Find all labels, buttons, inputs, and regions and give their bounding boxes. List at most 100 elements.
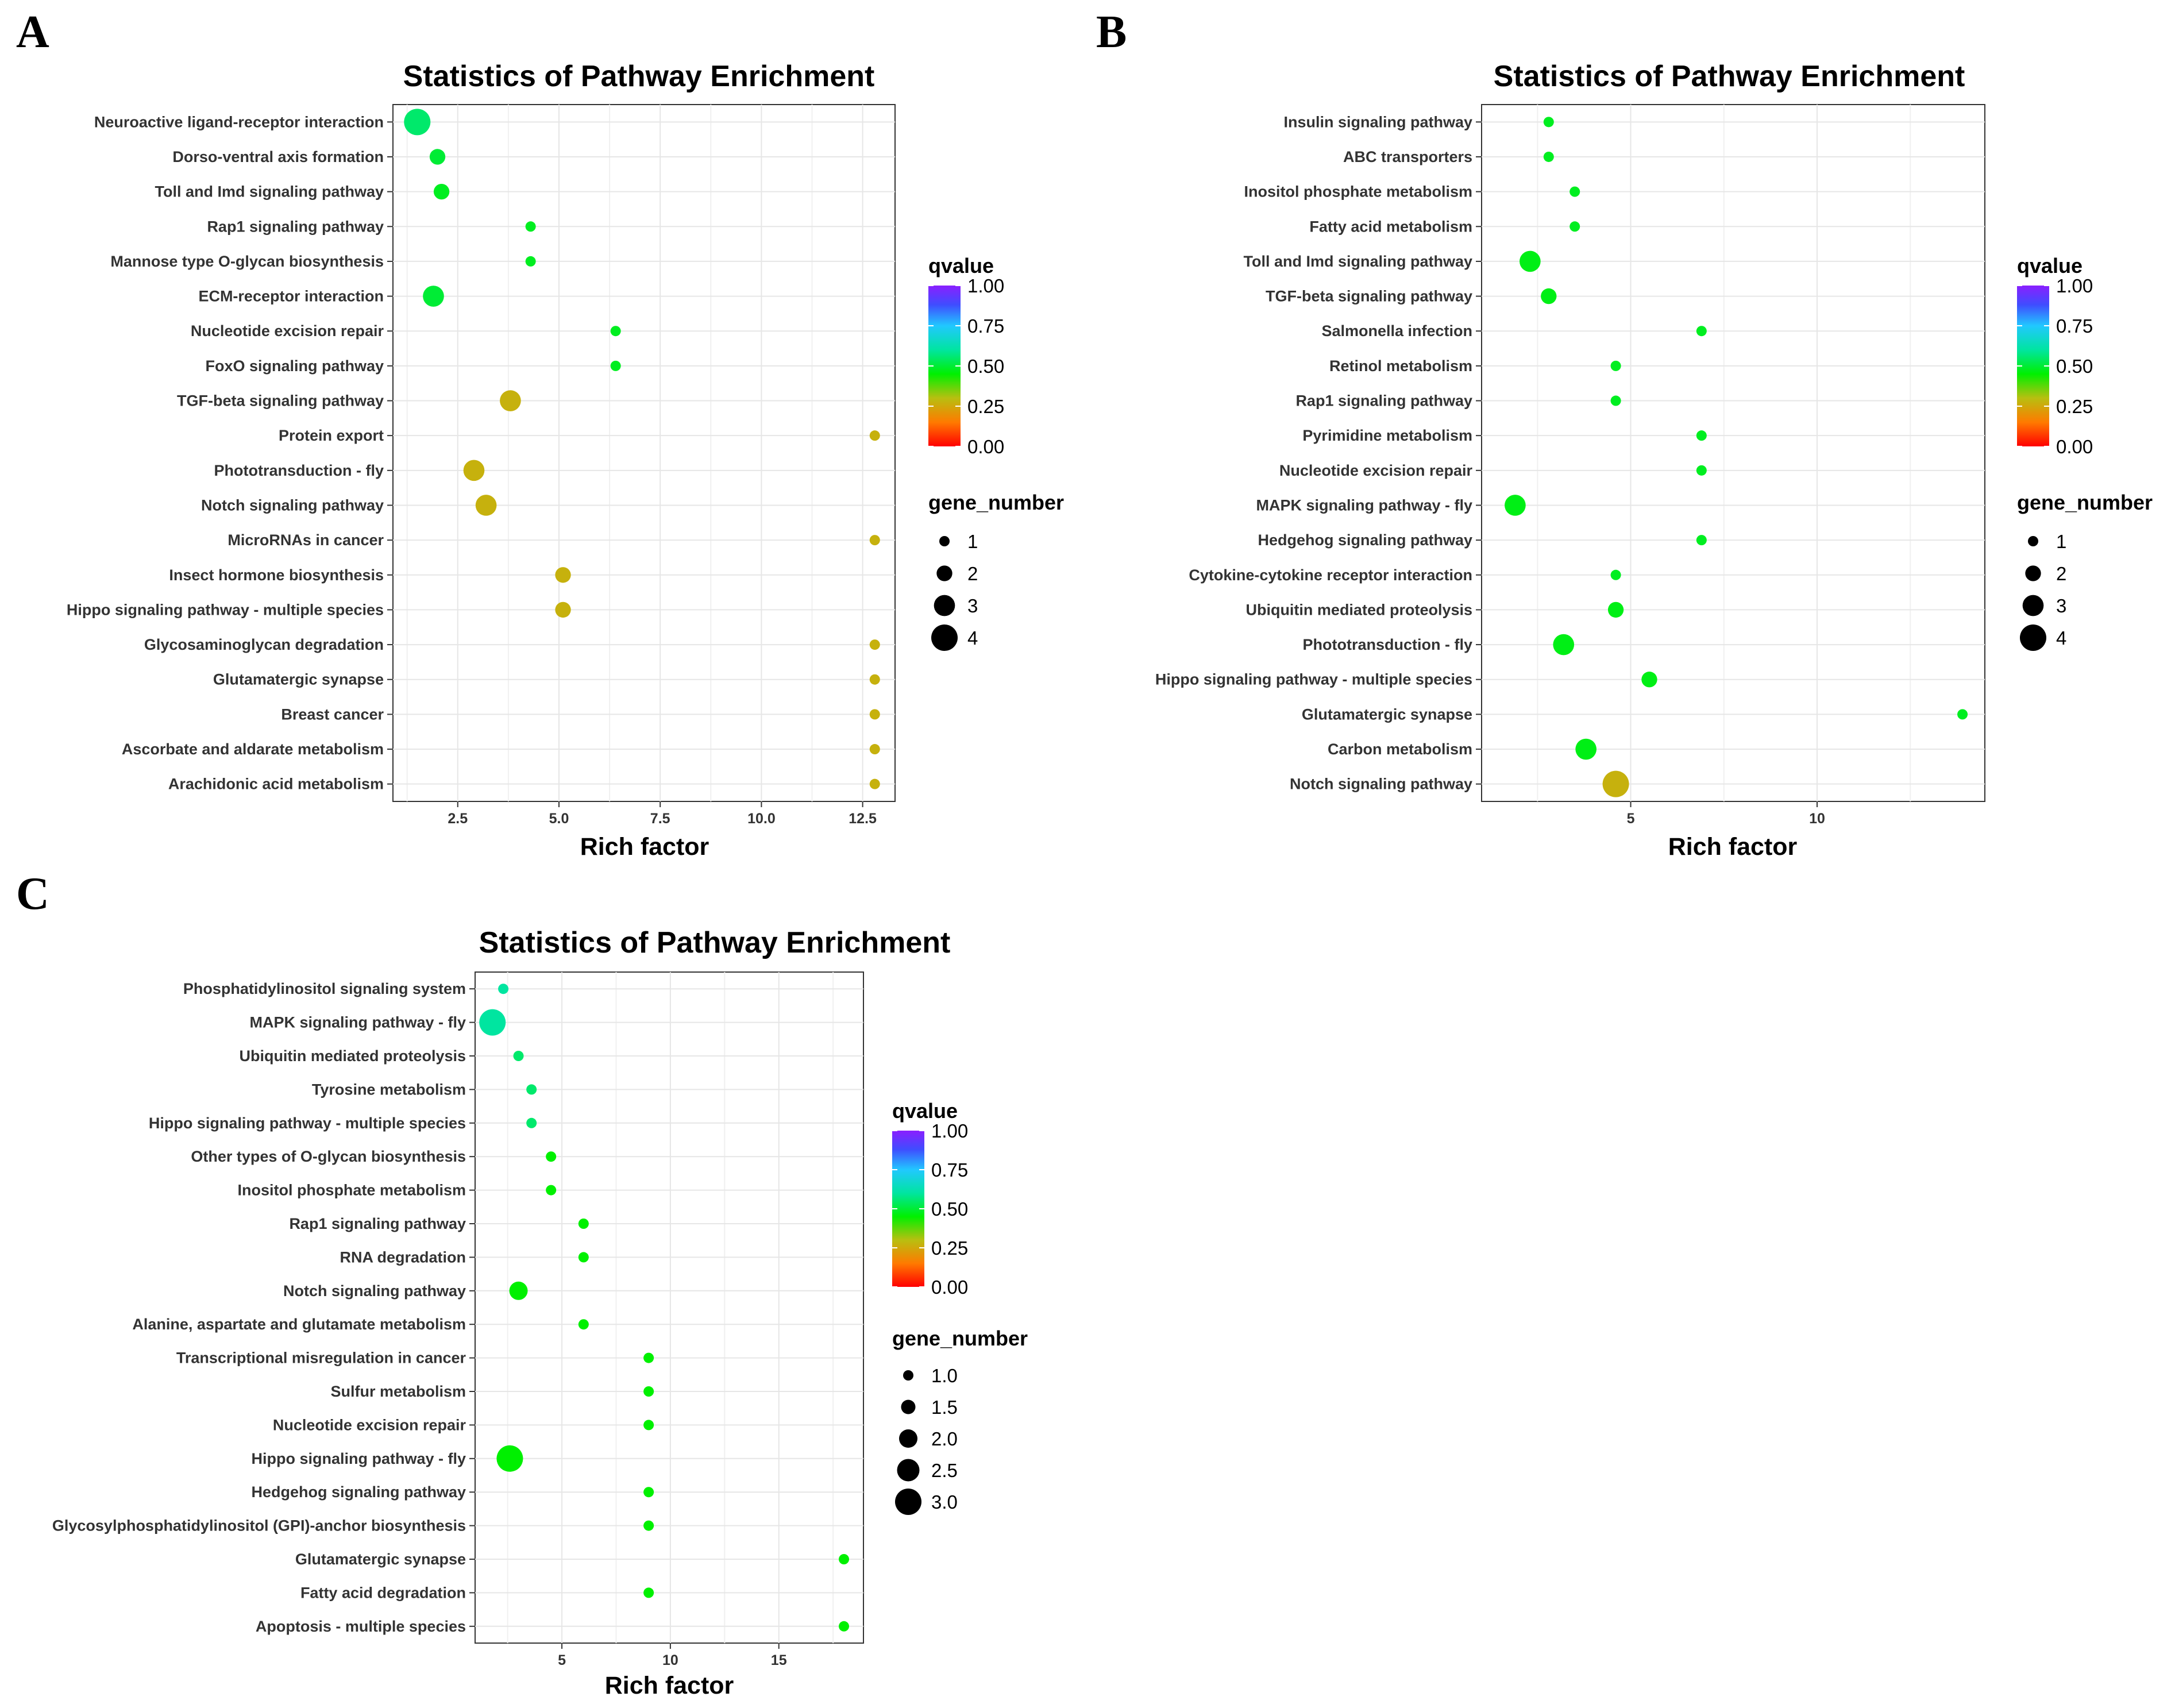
qvalue-legend-label: 0.50 (931, 1198, 968, 1220)
pathway-label: Notch signaling pathway (201, 496, 384, 514)
data-point (869, 709, 880, 720)
panel-a-plot: 2.5 5.0 7.5 10.0 12.5 Neuroactive ligand-rece… (67, 104, 896, 827)
pathway-label: Nucleotide excision repair (273, 1416, 466, 1433)
data-point (1696, 535, 1707, 546)
data-point (1607, 602, 1624, 618)
pathway-label: RNA degradation (340, 1248, 466, 1266)
data-point (1543, 117, 1554, 128)
pathway-label: Phosphatidylinositol signaling system (183, 980, 466, 997)
gene-number-legend-key (897, 1459, 920, 1482)
data-point (463, 460, 485, 481)
x-tick-label: 2.5 (448, 811, 468, 827)
qvalue-colorbar (892, 1131, 924, 1287)
pathway-label: Phototransduction - fly (1303, 636, 1472, 653)
pathway-label: Hippo signaling pathway - multiple speci… (67, 601, 384, 618)
pathway-label: Notch signaling pathway (1290, 776, 1472, 793)
panel-c-plot-area (475, 971, 864, 1644)
data-point (546, 1151, 557, 1162)
pathway-label: Inositol phosphate metabolism (1244, 183, 1472, 201)
panel-a: A Statistics of Pathway Enrichment 2.5 5.… (16, 7, 1064, 861)
gene-number-legend-label: 2.0 (931, 1428, 958, 1449)
gene-number-legend-key (895, 1489, 921, 1515)
pathway-label: Protein export (279, 427, 384, 444)
pathway-label: Hippo signaling pathway - multiple speci… (149, 1115, 466, 1132)
x-tick-label: 5 (1627, 811, 1635, 827)
pathway-label: Fatty acid degradation (300, 1584, 466, 1601)
pathway-label: Cytokine-cytokine receptor interaction (1189, 566, 1472, 584)
gene-number-legend-key (901, 1399, 916, 1414)
data-point (643, 1587, 654, 1598)
data-point (513, 1051, 524, 1061)
qvalue-legend-label: 0.75 (931, 1159, 968, 1181)
gene-number-legend-label: 2.5 (931, 1460, 958, 1481)
panel-b: B Statistics of Pathway Enrichment 5 10 In… (1096, 7, 2153, 861)
pathway-label: Insulin signaling pathway (1283, 113, 1472, 130)
x-tick-label: 5.0 (549, 811, 569, 827)
qvalue-legend-label: 0.00 (2056, 436, 2093, 457)
data-point (475, 495, 497, 516)
data-point (498, 984, 509, 994)
panel-a-letter: A (16, 7, 49, 57)
pathway-label: Nucleotide excision repair (1279, 462, 1473, 479)
data-point (643, 1520, 654, 1531)
qvalue-legend-label: 1.00 (967, 275, 1004, 296)
data-point (610, 326, 621, 337)
data-point (1520, 250, 1541, 272)
data-point (1541, 288, 1557, 304)
data-point (1610, 360, 1621, 371)
x-tick-label: 15 (771, 1652, 787, 1668)
data-point (525, 221, 536, 232)
pathway-label: Salmonella infection (1321, 322, 1472, 340)
qvalue-legend-label: 0.75 (967, 315, 1004, 337)
data-point (869, 744, 880, 755)
panel-b-x-axis-label: Rich factor (1668, 833, 1798, 861)
panel-c: C Statistics of Pathway Enrichment 5 10 15… (16, 869, 1028, 1699)
panel-c-x-axis-label: Rich factor (605, 1672, 734, 1699)
x-tick-label: 7.5 (650, 811, 670, 827)
pathway-label: Other types of O-glycan biosynthesis (191, 1148, 466, 1165)
panel-b-plot: 5 10 Insulin signaling pathway ABC transpor… (1155, 104, 1985, 827)
pathway-label: Neuroactive ligand-receptor interaction (94, 113, 384, 130)
data-point (526, 1084, 537, 1095)
data-point (1696, 465, 1707, 476)
gene-number-legend-label: 3.0 (931, 1491, 958, 1513)
pathway-label: Pyrimidine metabolism (1302, 427, 1472, 444)
x-tick-label: 5 (558, 1652, 566, 1668)
gene-number-legend-label: 4 (2056, 627, 2066, 649)
gene-number-legend-label: 2 (2056, 563, 2066, 584)
panel-a-plot-area (392, 104, 896, 802)
pathway-label: TGF-beta signaling pathway (1266, 288, 1472, 305)
gene-number-legend-title: gene_number (892, 1327, 1028, 1350)
qvalue-legend-label: 0.50 (2056, 356, 2093, 377)
pathway-label: ECM-receptor interaction (198, 288, 384, 305)
data-point (869, 535, 880, 546)
data-point (526, 1117, 537, 1128)
pathway-label: Apoptosis - multiple species (256, 1618, 466, 1635)
gene-number-legend-label: 1 (967, 531, 978, 552)
qvalue-legend-label: 0.25 (2056, 396, 2093, 417)
gene-number-legend-key (939, 536, 950, 546)
data-point (1543, 151, 1554, 162)
data-point (1553, 634, 1575, 656)
pathway-label: Hedgehog signaling pathway (251, 1483, 466, 1501)
pathway-label: Transcriptional misregulation in cancer (176, 1350, 466, 1367)
qvalue-legend-label: 0.00 (931, 1277, 968, 1298)
gene-number-legend-label: 4 (967, 627, 978, 649)
panel-b-title: Statistics of Pathway Enrichment (1494, 60, 1965, 93)
pathway-label: MAPK signaling pathway - fly (249, 1014, 466, 1031)
gene-number-legend-title: gene_number (928, 491, 1064, 514)
pathway-label: Toll and Imd signaling pathway (155, 183, 384, 201)
pathway-label: Fatty acid metabolism (1309, 218, 1472, 235)
panel-c-letter: C (16, 869, 49, 919)
data-point (869, 778, 880, 789)
gene-number-legend-title: gene_number (2017, 491, 2153, 514)
pathway-label: Tyrosine metabolism (312, 1081, 466, 1098)
pathway-label: Mannose type O-glycan biosynthesis (110, 253, 384, 270)
gene-number-legend-key (931, 624, 958, 651)
pathway-label: Glutamatergic synapse (213, 671, 384, 688)
pathway-label: Carbon metabolism (1328, 741, 1472, 758)
data-point (423, 286, 444, 307)
pathway-label: FoxO signaling pathway (205, 357, 384, 375)
